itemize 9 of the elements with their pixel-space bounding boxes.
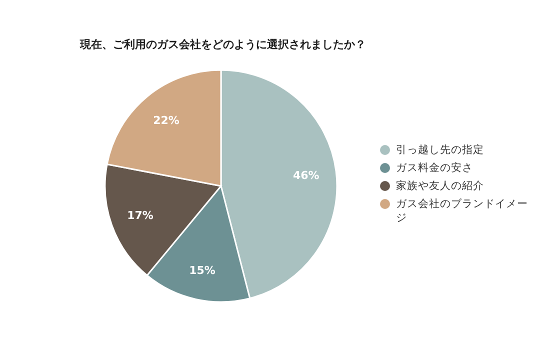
data-label: 15% bbox=[189, 264, 216, 277]
legend-label: 家族や友人の紹介 bbox=[396, 179, 484, 193]
data-label: 17% bbox=[127, 209, 154, 222]
chart-title: 現在、ご利用のガス会社をどのように選択されましたか？ bbox=[80, 37, 366, 52]
legend-label: ガス会社のブランドイメージ bbox=[396, 197, 529, 225]
legend-label: ガス料金の安さ bbox=[396, 161, 473, 175]
data-label: 46% bbox=[292, 169, 320, 182]
data-label: 22% bbox=[153, 114, 180, 127]
legend-label: 引っ越し先の指定 bbox=[396, 143, 484, 157]
